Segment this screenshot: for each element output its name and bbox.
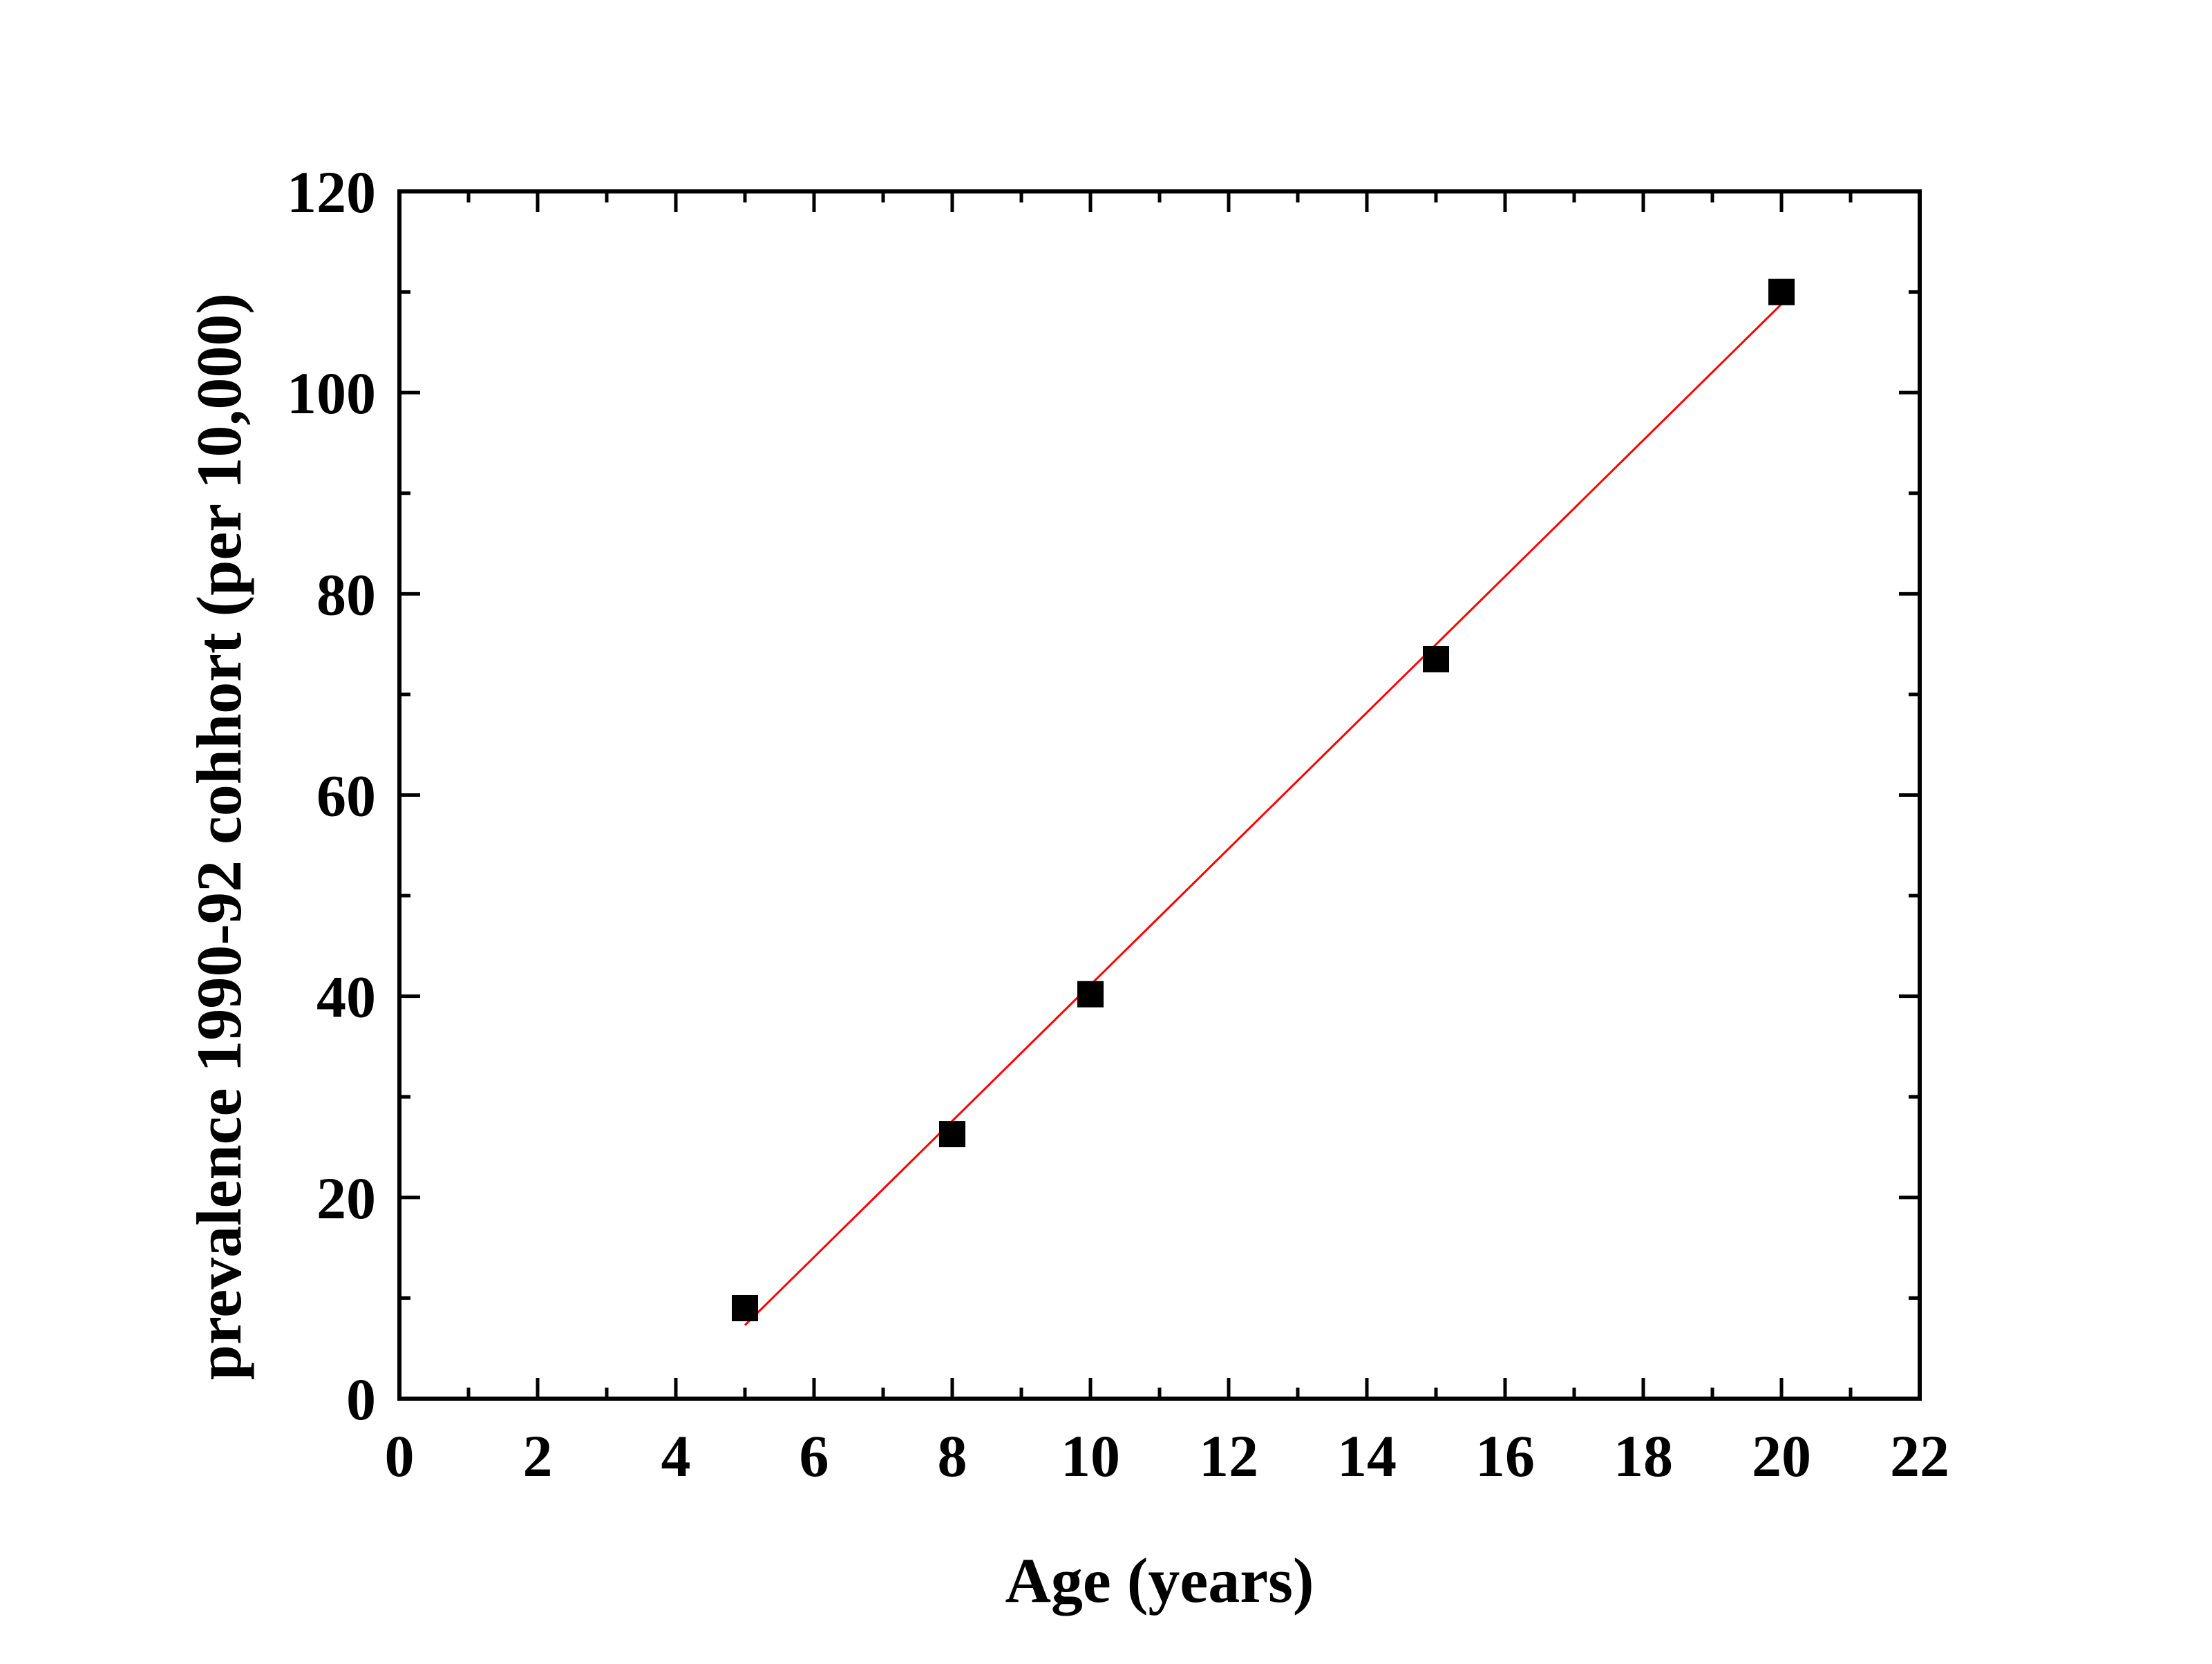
x-tick-label: 22 bbox=[1890, 1423, 1949, 1489]
data-point bbox=[939, 1121, 965, 1148]
fit-layer bbox=[744, 303, 1783, 1326]
data-point bbox=[1423, 645, 1449, 672]
ticks-layer bbox=[397, 189, 1922, 1401]
y-tick-label: 20 bbox=[316, 1165, 376, 1231]
data-point bbox=[1077, 981, 1104, 1008]
x-tick-label: 14 bbox=[1337, 1423, 1397, 1489]
y-tick-labels: 0 20 40 60 80 100 120 bbox=[287, 159, 376, 1433]
y-tick-label: 100 bbox=[287, 360, 376, 426]
points-layer bbox=[732, 278, 1795, 1321]
x-tick-label: 20 bbox=[1752, 1423, 1811, 1489]
x-tick-labels: 0 2 4 6 8 10 12 14 16 18 20 22 bbox=[385, 1423, 1950, 1489]
data-point bbox=[732, 1294, 758, 1321]
x-tick-label: 8 bbox=[938, 1423, 967, 1489]
y-tick-label: 40 bbox=[316, 964, 376, 1030]
linear-fit-line bbox=[744, 303, 1783, 1326]
x-axis-title: Age (years) bbox=[1005, 1545, 1314, 1616]
x-tick-label: 6 bbox=[800, 1423, 829, 1489]
x-tick-label: 0 bbox=[385, 1423, 415, 1489]
y-tick-label: 120 bbox=[287, 159, 376, 225]
x-tick-label: 4 bbox=[661, 1423, 691, 1489]
x-tick-label: 16 bbox=[1475, 1423, 1535, 1489]
x-tick-label: 12 bbox=[1199, 1423, 1258, 1489]
data-point bbox=[1768, 278, 1795, 305]
x-tick-label: 10 bbox=[1061, 1423, 1120, 1489]
plot-frame bbox=[397, 189, 1922, 1401]
y-tick-label: 60 bbox=[316, 763, 376, 829]
x-tick-label: 2 bbox=[523, 1423, 553, 1489]
y-tick-label: 0 bbox=[346, 1366, 376, 1433]
y-axis-title: prevalence 1990-92 cohhort (per 10,000) bbox=[184, 293, 254, 1380]
y-tick-label: 80 bbox=[316, 561, 376, 627]
x-tick-label: 18 bbox=[1614, 1423, 1673, 1489]
